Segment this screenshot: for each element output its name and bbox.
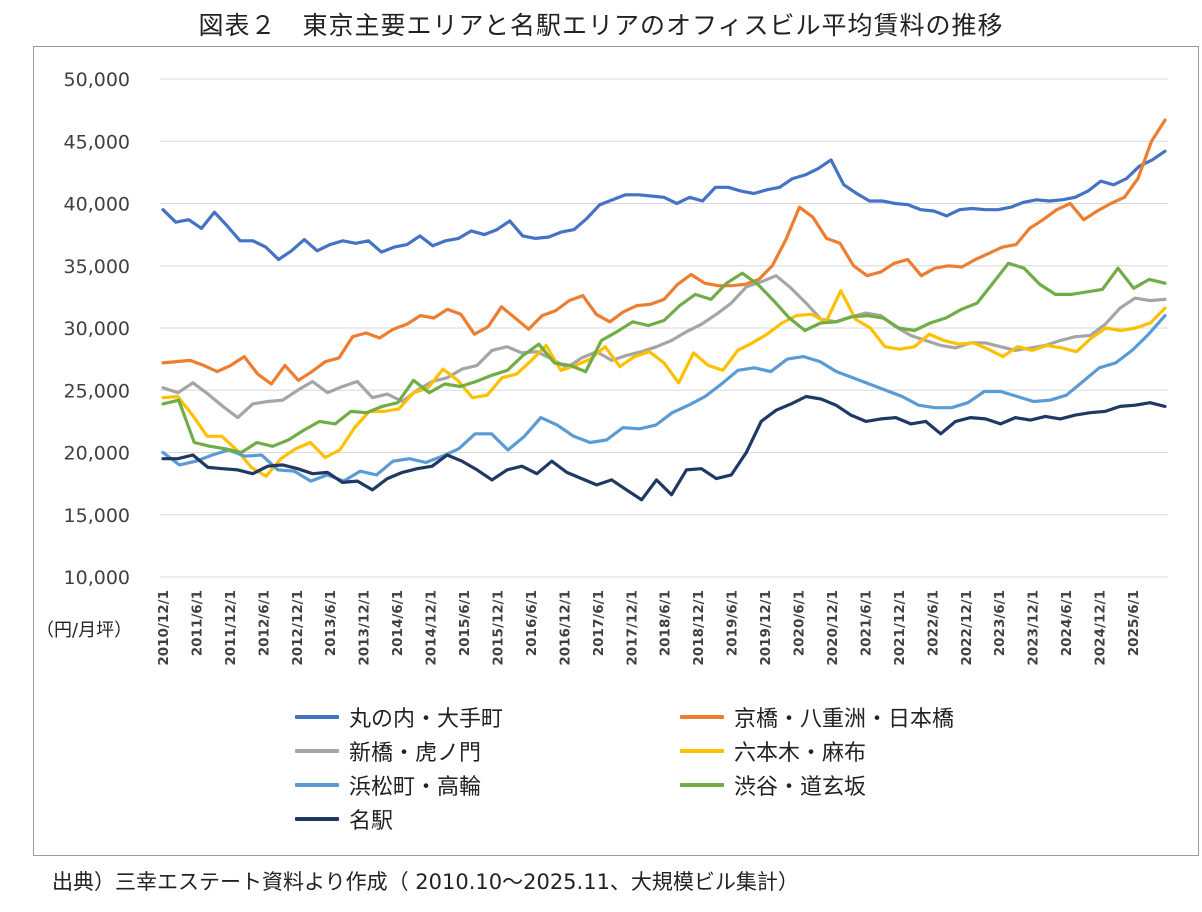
x-tick-label: 2019/6/1 — [725, 590, 741, 656]
x-tick-label: 2013/6/1 — [323, 590, 339, 656]
x-tick-label: 2018/12/1 — [691, 590, 707, 666]
x-tick-label: 2020/12/1 — [825, 590, 841, 666]
x-tick-label: 2014/12/1 — [424, 590, 440, 666]
y-tick-label: 40,000 — [64, 194, 130, 216]
chart-title: 図表２ 東京主要エリアと名駅エリアのオフィスビル平均賃料の推移 — [198, 11, 1004, 40]
x-tick-label: 2013/12/1 — [357, 590, 373, 666]
x-axis-ticks: 2010/12/1 2011/6/1 2011/12/1 2012/6/1 2012/1… — [156, 590, 1142, 666]
legend-item: 丸の内・大手町 — [295, 700, 503, 734]
legend-label: 名駅 — [349, 809, 394, 834]
x-tick-label: 2025/6/1 — [1126, 590, 1142, 656]
y-tick-label: 10,000 — [64, 567, 130, 589]
series-line-3 — [161, 289, 1167, 478]
x-tick-label: 2014/6/1 — [390, 590, 406, 656]
legend-swatch — [295, 715, 339, 719]
x-tick-label: 2015/6/1 — [457, 590, 473, 656]
y-tick-label: 35,000 — [64, 256, 130, 278]
legend-item: 浜松町・高輪 — [295, 768, 481, 802]
y-axis-ticks: 10,000 15,000 20,000 25,000 30,000 35,000 40,0… — [64, 69, 130, 589]
series-line-5 — [161, 261, 1167, 455]
x-tick-label: 2024/6/1 — [1059, 590, 1075, 656]
x-tick-label: 2011/6/1 — [189, 590, 205, 656]
y-tick-label: 25,000 — [64, 380, 130, 402]
legend-item: 京橋・八重洲・日本橋 — [680, 700, 954, 734]
x-tick-label: 2012/6/1 — [256, 590, 272, 656]
x-tick-label: 2021/12/1 — [892, 590, 908, 666]
y-tick-label: 30,000 — [64, 318, 130, 340]
x-tick-label: 2020/6/1 — [792, 590, 808, 656]
series-line-2 — [161, 274, 1167, 420]
x-tick-label: 2016/6/1 — [524, 590, 540, 656]
x-tick-label: 2016/12/1 — [557, 590, 573, 666]
legend-item: 名駅 — [295, 802, 393, 836]
legend-label: 六本木・麻布 — [734, 741, 867, 766]
y-tick-label: 15,000 — [64, 505, 130, 527]
legend-label: 渋谷・道玄坂 — [734, 775, 867, 800]
series-line-6 — [161, 394, 1167, 502]
x-tick-label: 2015/12/1 — [490, 590, 506, 666]
x-tick-label: 2023/6/1 — [992, 590, 1008, 656]
x-tick-label: 2017/12/1 — [624, 590, 640, 666]
y-tick-label: 45,000 — [64, 131, 130, 153]
x-tick-label: 2023/12/1 — [1026, 590, 1042, 666]
legend-item: 渋谷・道玄坂 — [680, 768, 866, 802]
legend-label: 京橋・八重洲・日本橋 — [734, 707, 955, 732]
legend: 丸の内・大手町 京橋・八重洲・日本橋新橋・虎ノ門 六本木・麻布浜松町・高輪 渋谷・道玄… — [295, 700, 1055, 840]
legend-label: 浜松町・高輪 — [349, 775, 482, 800]
x-tick-label: 2018/6/1 — [658, 590, 674, 656]
gridlines — [160, 78, 1168, 578]
source-note: 出典）三幸エステート資料より作成（ 2010.10～2025.11、大規模ビル集… — [52, 870, 799, 894]
series-line-4 — [161, 314, 1167, 483]
legend-item: 六本木・麻布 — [680, 734, 866, 768]
legend-swatch — [680, 715, 724, 719]
legend-swatch — [680, 783, 724, 787]
x-tick-label: 2021/6/1 — [858, 590, 874, 656]
y-tick-label: 20,000 — [64, 443, 130, 465]
x-tick-label: 2022/12/1 — [959, 590, 975, 666]
unit-label: （円/月坪） — [36, 620, 133, 641]
legend-label: 新橋・虎ノ門 — [349, 741, 482, 766]
legend-swatch — [680, 749, 724, 753]
series-line-0 — [161, 149, 1167, 262]
chart-frame — [33, 46, 1199, 856]
legend-swatch — [295, 817, 339, 821]
x-tick-label: 2011/12/1 — [223, 590, 239, 666]
series-lines — [161, 118, 1167, 502]
legend-label: 丸の内・大手町 — [349, 707, 504, 732]
x-tick-label: 2010/12/1 — [156, 590, 172, 666]
x-tick-label: 2012/12/1 — [290, 590, 306, 666]
x-tick-label: 2019/12/1 — [758, 590, 774, 666]
legend-swatch — [295, 749, 339, 753]
legend-swatch — [295, 783, 339, 787]
series-line-1 — [161, 118, 1167, 386]
y-tick-label: 50,000 — [64, 69, 130, 91]
x-tick-label: 2022/6/1 — [925, 590, 941, 656]
x-tick-label: 2024/12/1 — [1093, 590, 1109, 666]
x-tick-label: 2017/6/1 — [591, 590, 607, 656]
legend-item: 新橋・虎ノ門 — [295, 734, 481, 768]
